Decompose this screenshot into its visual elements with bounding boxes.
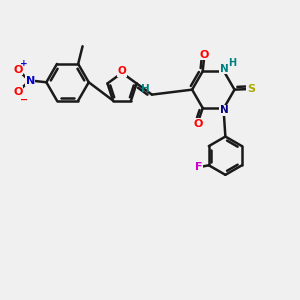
Text: N: N: [220, 64, 228, 74]
Text: +: +: [20, 58, 28, 68]
Text: N: N: [220, 105, 228, 116]
Text: O: O: [194, 118, 203, 129]
Text: O: O: [118, 66, 126, 76]
Text: N: N: [26, 76, 35, 86]
Text: O: O: [200, 50, 209, 60]
Text: O: O: [13, 64, 22, 75]
Text: F: F: [195, 162, 202, 172]
Text: H: H: [228, 58, 236, 68]
Text: −: −: [20, 94, 28, 104]
Text: H: H: [141, 84, 150, 94]
Text: O: O: [13, 87, 22, 97]
Text: S: S: [247, 84, 255, 94]
